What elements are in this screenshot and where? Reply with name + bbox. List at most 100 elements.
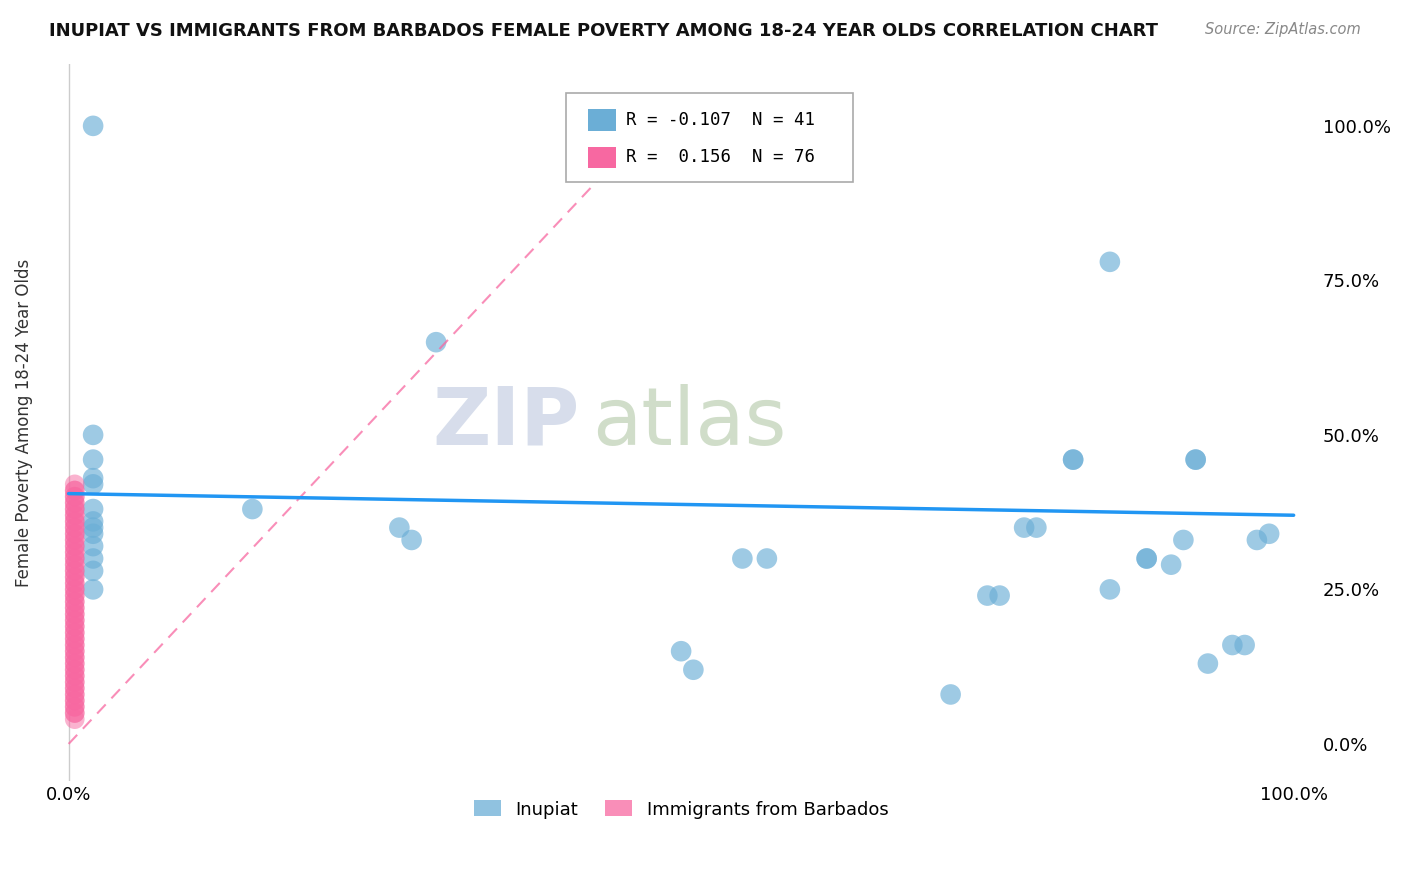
Point <box>1136 551 1159 566</box>
Point <box>63 681 86 696</box>
Point <box>388 520 411 534</box>
Point <box>63 483 86 498</box>
Point <box>63 675 86 690</box>
Point <box>755 551 778 566</box>
Point <box>63 663 86 677</box>
Point <box>63 693 86 707</box>
Point <box>63 502 86 516</box>
Point <box>82 551 104 566</box>
Point <box>82 582 104 597</box>
Point <box>63 619 86 633</box>
Text: Source: ZipAtlas.com: Source: ZipAtlas.com <box>1205 22 1361 37</box>
Point <box>63 582 86 597</box>
Point <box>63 632 86 646</box>
Point <box>939 688 962 702</box>
Point <box>63 576 86 591</box>
Point <box>82 477 104 491</box>
Point <box>63 625 86 640</box>
Point <box>1197 657 1219 671</box>
Point <box>425 335 447 350</box>
Point <box>63 613 86 627</box>
Point <box>1062 452 1084 467</box>
Point <box>1173 533 1195 547</box>
Point <box>63 515 86 529</box>
Point <box>1184 452 1206 467</box>
Point <box>63 558 86 572</box>
Point <box>63 601 86 615</box>
Point <box>1098 255 1121 269</box>
Point <box>63 558 86 572</box>
Point <box>63 490 86 504</box>
Point <box>63 644 86 658</box>
Point <box>63 699 86 714</box>
Point <box>63 589 86 603</box>
Point <box>82 539 104 553</box>
Point <box>63 502 86 516</box>
Point <box>1136 551 1159 566</box>
Point <box>63 607 86 621</box>
Point <box>63 681 86 696</box>
Point <box>63 650 86 665</box>
Text: INUPIAT VS IMMIGRANTS FROM BARBADOS FEMALE POVERTY AMONG 18-24 YEAR OLDS CORRELA: INUPIAT VS IMMIGRANTS FROM BARBADOS FEMA… <box>49 22 1159 40</box>
Point <box>63 520 86 534</box>
Point <box>976 589 998 603</box>
Point <box>82 520 104 534</box>
Point <box>63 582 86 597</box>
Point <box>82 119 104 133</box>
Point <box>63 477 86 491</box>
Point <box>1062 452 1084 467</box>
Point <box>401 533 423 547</box>
Point <box>63 570 86 584</box>
Point <box>63 496 86 510</box>
Point <box>63 490 86 504</box>
FancyBboxPatch shape <box>567 93 853 182</box>
Point <box>63 570 86 584</box>
Point <box>63 539 86 553</box>
Text: R =  0.156  N = 76: R = 0.156 N = 76 <box>626 148 815 166</box>
Point <box>63 539 86 553</box>
Point <box>63 638 86 652</box>
Point <box>63 613 86 627</box>
Point <box>63 545 86 559</box>
Legend: Inupiat, Immigrants from Barbados: Inupiat, Immigrants from Barbados <box>467 793 896 826</box>
Point <box>63 551 86 566</box>
Point <box>63 693 86 707</box>
Point <box>63 632 86 646</box>
Point <box>1258 526 1281 541</box>
Point <box>63 589 86 603</box>
Text: atlas: atlas <box>592 384 786 461</box>
Point <box>82 428 104 442</box>
Text: R = -0.107  N = 41: R = -0.107 N = 41 <box>626 111 815 129</box>
Point <box>82 526 104 541</box>
Point <box>63 515 86 529</box>
Text: ZIP: ZIP <box>432 384 579 461</box>
Bar <box>588 109 616 131</box>
Point <box>63 576 86 591</box>
Point <box>63 533 86 547</box>
Point <box>731 551 754 566</box>
Point <box>63 663 86 677</box>
Point <box>82 564 104 578</box>
Point <box>1246 533 1268 547</box>
Point <box>63 601 86 615</box>
Point <box>63 712 86 726</box>
Point <box>63 496 86 510</box>
Point <box>1222 638 1244 652</box>
Point <box>63 688 86 702</box>
Point <box>1160 558 1182 572</box>
Point <box>63 688 86 702</box>
Point <box>82 502 104 516</box>
Point <box>988 589 1011 603</box>
Point <box>63 657 86 671</box>
Point <box>1025 520 1047 534</box>
Point <box>63 625 86 640</box>
Point <box>82 515 104 529</box>
Point <box>63 706 86 720</box>
Point <box>63 551 86 566</box>
Point <box>1233 638 1256 652</box>
Point <box>82 452 104 467</box>
Point <box>63 483 86 498</box>
Point <box>1184 452 1206 467</box>
Point <box>63 669 86 683</box>
Point <box>63 619 86 633</box>
